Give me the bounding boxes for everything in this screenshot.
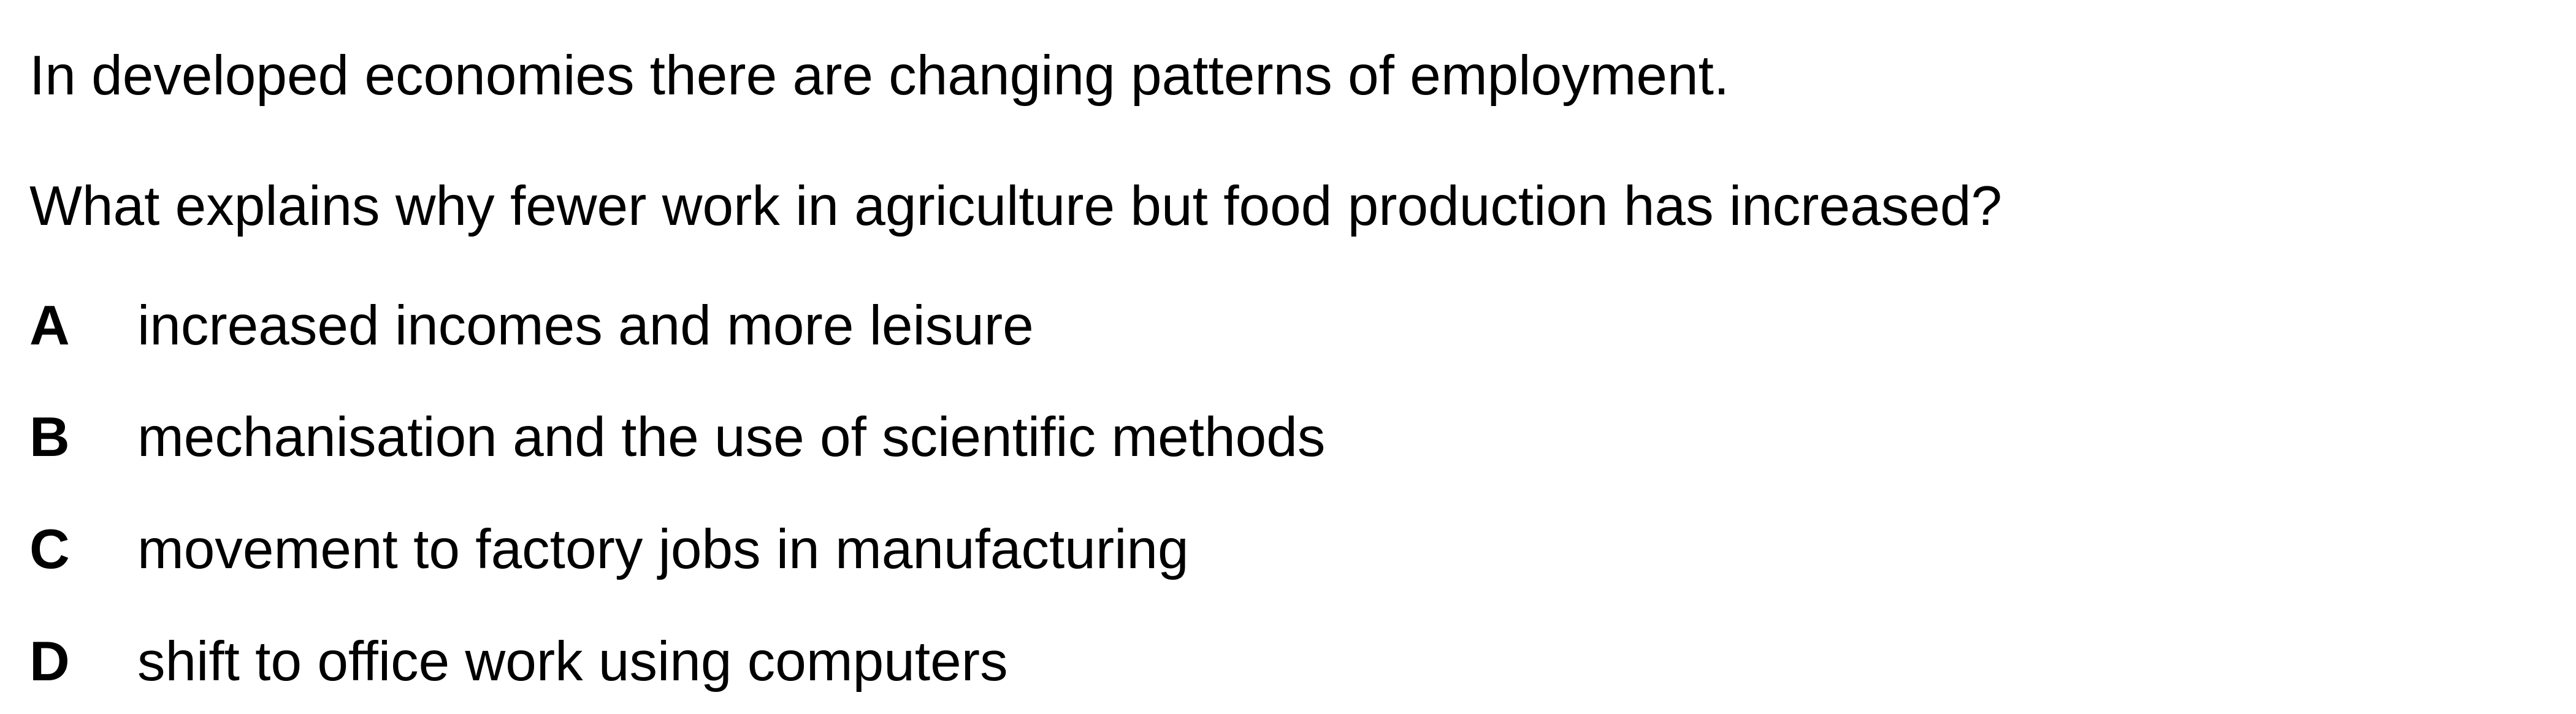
option-text: shift to office work using computers	[137, 631, 1008, 693]
option-letter: C	[29, 518, 70, 580]
question-context: In developed economies there are changin…	[29, 45, 1730, 107]
option-text: movement to factory jobs in manufacturin…	[137, 518, 1189, 580]
question-prompt: What explains why fewer work in agricult…	[29, 175, 2003, 237]
option-text: mechanisation and the use of scientific …	[137, 406, 1326, 468]
option-letter: D	[29, 631, 70, 693]
option-letter: A	[29, 295, 70, 357]
option-letter: B	[29, 406, 70, 468]
option-text: increased incomes and more leisure	[137, 295, 1034, 357]
